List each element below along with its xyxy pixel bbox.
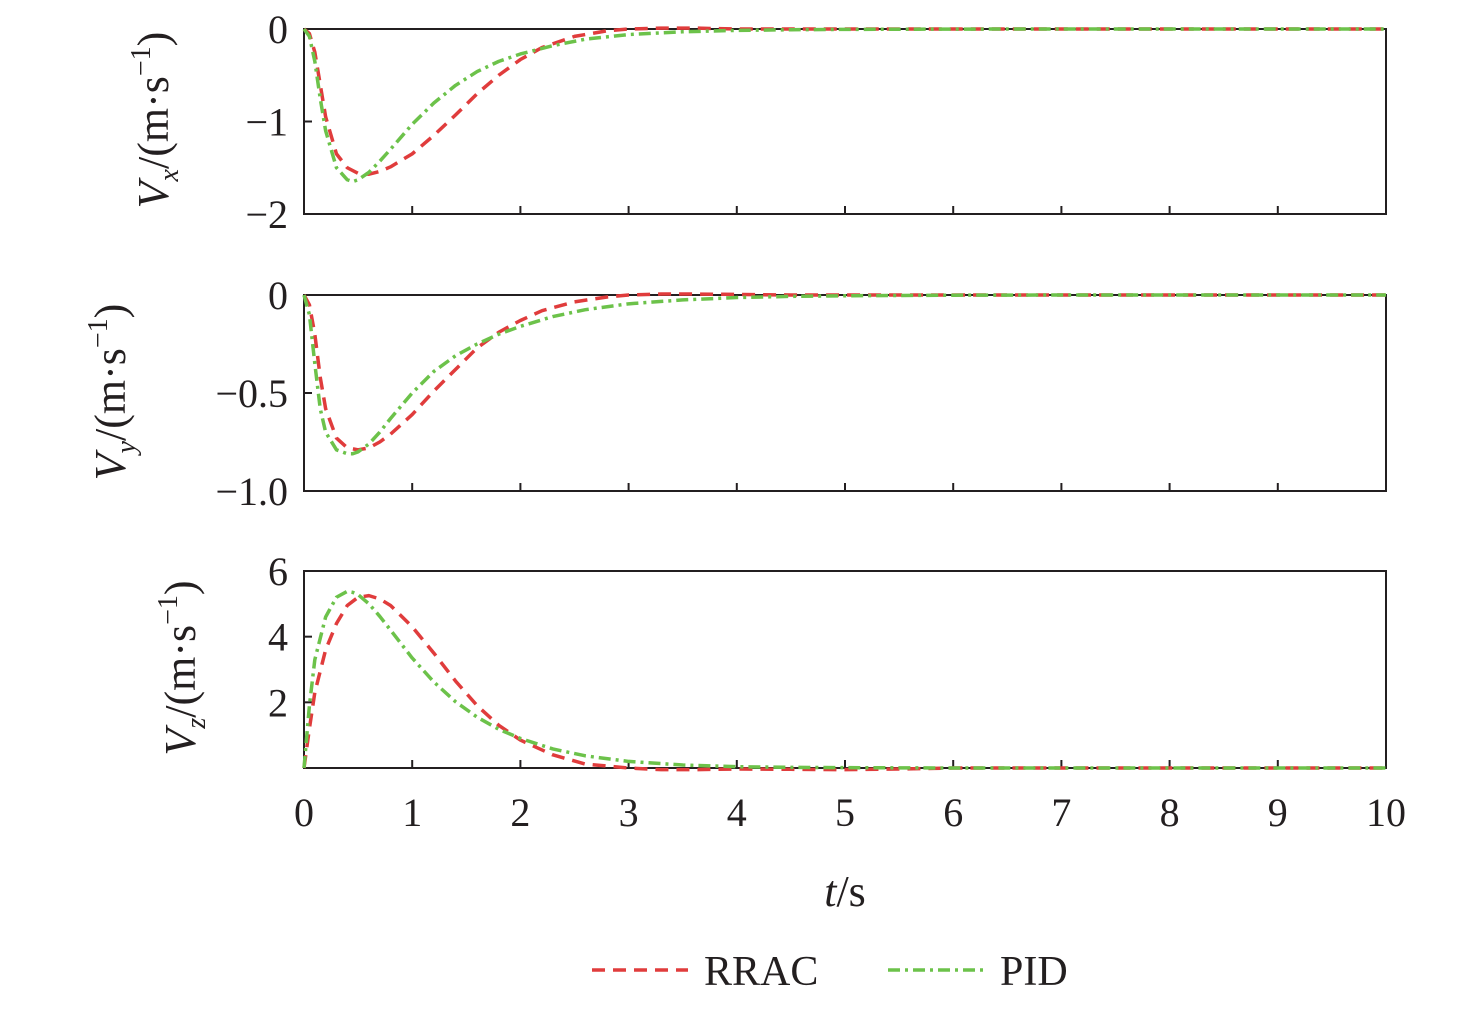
y-tick-label: 2 xyxy=(268,680,288,725)
y-tick-label: 0 xyxy=(268,273,288,318)
x-tick-label: 8 xyxy=(1160,790,1180,835)
x-tick-label: 4 xyxy=(727,790,747,835)
x-tick-label: 0 xyxy=(294,790,314,835)
plot-frame xyxy=(303,28,1387,215)
x-tick-label: 1 xyxy=(402,790,422,835)
y-tick-label: 4 xyxy=(268,615,288,660)
plot-frame xyxy=(303,570,1387,769)
legend: RRAC PID xyxy=(592,949,1068,995)
ylabel-vz: Vz/(m·s−1) xyxy=(153,580,212,755)
x-tick-label: 2 xyxy=(510,790,530,835)
subplot-1: 0 −1 −2 xyxy=(245,7,1387,237)
legend-rrac-label: RRAC xyxy=(704,949,818,995)
series-line-rrac xyxy=(302,292,1386,452)
ylabel-vy: Vy/(m·s−1) xyxy=(83,304,142,481)
y-tick-label: −0.5 xyxy=(215,371,288,416)
series-line-pid xyxy=(302,27,1386,184)
series-line-rrac xyxy=(302,593,1386,772)
series-line-rrac xyxy=(302,26,1386,176)
series-line-pid xyxy=(302,589,1386,770)
y-tick-label: −1 xyxy=(245,100,288,145)
xlabel: t/s xyxy=(824,867,866,916)
x-tick-label: 6 xyxy=(943,790,963,835)
x-tick-label: 9 xyxy=(1268,790,1288,835)
ylabel-vx: Vx/(m·s−1) xyxy=(126,32,185,209)
x-tick-label: 7 xyxy=(1051,790,1071,835)
y-tick-label: −1.0 xyxy=(215,469,288,514)
x-tick-label: 3 xyxy=(619,790,639,835)
plot-frame xyxy=(303,294,1387,492)
y-tick-label: 6 xyxy=(268,549,288,594)
x-tick-label: 10 xyxy=(1366,790,1406,835)
subplots: 0 −1 −2 0 −0.5 −1.0 2 4 6 0 1 2 3 4 5 6 7 8 9 10 xyxy=(215,7,1406,835)
y-tick-label: 0 xyxy=(268,7,288,52)
subplot-3: 2 4 6 0 1 2 3 4 5 6 7 8 9 10 xyxy=(268,549,1406,835)
legend-pid-label: PID xyxy=(1000,949,1068,995)
series-line-pid xyxy=(302,293,1386,456)
x-tick-label: 5 xyxy=(835,790,855,835)
y-tick-label: −2 xyxy=(245,192,288,237)
subplot-2: 0 −0.5 −1.0 xyxy=(215,273,1387,514)
